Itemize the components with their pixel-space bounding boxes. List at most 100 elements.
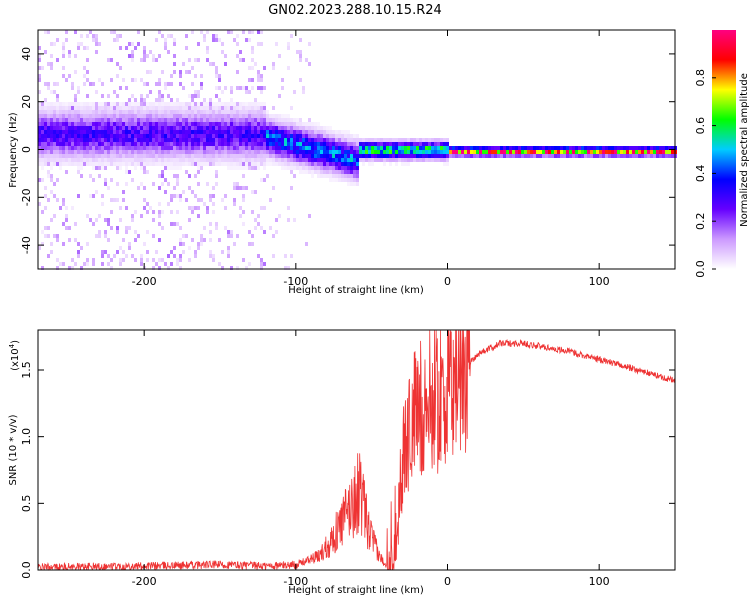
spectrogram-cell bbox=[47, 162, 50, 166]
spectrogram-cell bbox=[50, 134, 53, 138]
spectrogram-cell bbox=[74, 98, 77, 102]
spectrogram-cell bbox=[116, 118, 119, 122]
spectrogram-cell bbox=[44, 110, 47, 114]
spectrogram-cell bbox=[323, 150, 326, 154]
spectrogram-cell bbox=[95, 166, 98, 170]
spectrogram-cell bbox=[602, 146, 605, 150]
spectrogram-cell bbox=[104, 230, 107, 234]
spectrogram-cell bbox=[266, 130, 269, 134]
snr-xtick-label: -200 bbox=[132, 575, 157, 588]
spectrogram-cell bbox=[134, 158, 137, 162]
spectrogram-cell bbox=[173, 158, 176, 162]
spectrogram-cell bbox=[197, 142, 200, 146]
spectrogram-cell bbox=[191, 110, 194, 114]
spectrogram-cell bbox=[80, 118, 83, 122]
spectrogram-cell bbox=[218, 74, 221, 78]
spectrogram-cell bbox=[50, 158, 53, 162]
spectrogram-cell bbox=[119, 218, 122, 222]
spectrogram-cell bbox=[572, 146, 575, 150]
spectrogram-cell bbox=[227, 30, 230, 34]
spectrogram-cell bbox=[194, 118, 197, 122]
spectrogram-cell bbox=[482, 150, 485, 154]
spectrogram-cell bbox=[299, 50, 302, 54]
spectrogram-cell bbox=[158, 238, 161, 242]
spectrogram-cell bbox=[140, 94, 143, 98]
spectrogram-cell bbox=[350, 182, 353, 186]
spectrogram-cell bbox=[164, 162, 167, 166]
spectrogram-cell bbox=[41, 106, 44, 110]
spectrogram-cell bbox=[122, 258, 125, 262]
spectrogram-cell bbox=[164, 142, 167, 146]
spectrogram-cell bbox=[350, 162, 353, 166]
spectrogram-cell bbox=[146, 146, 149, 150]
spectrogram-cell bbox=[209, 114, 212, 118]
spectrogram-cell bbox=[278, 154, 281, 158]
spectrogram-cell bbox=[62, 262, 65, 266]
spectrogram-cell bbox=[251, 134, 254, 138]
spectrogram-cell bbox=[443, 162, 446, 166]
spectrogram-cell bbox=[53, 42, 56, 46]
spectrogram-cell bbox=[236, 186, 239, 190]
spectrogram-cell bbox=[221, 154, 224, 158]
spectrogram-cell bbox=[164, 118, 167, 122]
spectrogram-cell bbox=[452, 150, 455, 154]
spectrogram-cell bbox=[38, 134, 41, 138]
spectrogram-cell bbox=[131, 118, 134, 122]
spectrogram-cell bbox=[347, 142, 350, 146]
spectrogram-cell bbox=[413, 150, 416, 154]
spectrogram-cell bbox=[245, 114, 248, 118]
spectrogram-cell bbox=[170, 194, 173, 198]
spectrogram-cell bbox=[203, 238, 206, 242]
spectrogram-cell bbox=[335, 170, 338, 174]
spectrogram-cell bbox=[248, 158, 251, 162]
spectrogram-cell bbox=[203, 154, 206, 158]
spectrogram-cell bbox=[41, 110, 44, 114]
spectrogram-cell bbox=[284, 134, 287, 138]
spectrogram-cell bbox=[47, 234, 50, 238]
spectrogram-cell bbox=[50, 142, 53, 146]
spectrogram-cell bbox=[143, 206, 146, 210]
spectrogram-cell bbox=[443, 150, 446, 154]
spectrogram-cell bbox=[197, 146, 200, 150]
spectrogram-cell bbox=[635, 146, 638, 150]
spectrogram-cell bbox=[83, 82, 86, 86]
spectrogram-cell bbox=[224, 158, 227, 162]
spectrogram-cell bbox=[146, 82, 149, 86]
spectrogram-cell bbox=[152, 182, 155, 186]
spectrogram-cell bbox=[251, 210, 254, 214]
spectrogram-cell bbox=[419, 158, 422, 162]
spectrogram-cell bbox=[236, 134, 239, 138]
spectrogram-cell bbox=[659, 154, 662, 158]
spectrogram-cell bbox=[212, 34, 215, 38]
spectrogram-cell bbox=[398, 158, 401, 162]
spectrogram-cell bbox=[581, 154, 584, 158]
spectrogram-cell bbox=[311, 174, 314, 178]
spectrogram-cell bbox=[152, 158, 155, 162]
spectrogram-cell bbox=[98, 154, 101, 158]
spectrogram-cell bbox=[425, 158, 428, 162]
spectrogram-cell bbox=[194, 142, 197, 146]
spectrogram-cell bbox=[335, 158, 338, 162]
spectrogram-cell bbox=[608, 146, 611, 150]
spectrogram-cell bbox=[200, 82, 203, 86]
spectrogram-cell bbox=[662, 150, 665, 154]
spectrogram-cell bbox=[131, 146, 134, 150]
spectrogram-cell bbox=[260, 138, 263, 142]
spectrogram-cell bbox=[101, 134, 104, 138]
spectrogram-cell bbox=[83, 130, 86, 134]
spectrogram-cell bbox=[611, 150, 614, 154]
spectrogram-cell bbox=[68, 106, 71, 110]
spectrogram-cell bbox=[158, 130, 161, 134]
spectrogram-cell bbox=[161, 134, 164, 138]
spectrogram-cell bbox=[89, 130, 92, 134]
spectrogram-cell bbox=[287, 130, 290, 134]
spectrogram-cell bbox=[50, 106, 53, 110]
spectrogram-cell bbox=[65, 126, 68, 130]
spectrogram-cell bbox=[566, 154, 569, 158]
spectrogram-cell bbox=[293, 130, 296, 134]
spectrogram-cell bbox=[167, 34, 170, 38]
spectrogram-cell bbox=[263, 158, 266, 162]
spectrogram-cell bbox=[224, 106, 227, 110]
spectrogram-cell bbox=[71, 162, 74, 166]
spectrogram-cell bbox=[491, 150, 494, 154]
